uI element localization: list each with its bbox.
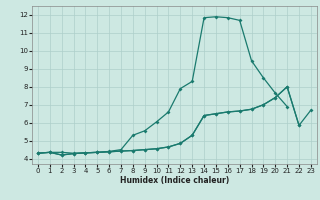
X-axis label: Humidex (Indice chaleur): Humidex (Indice chaleur) [120, 176, 229, 185]
